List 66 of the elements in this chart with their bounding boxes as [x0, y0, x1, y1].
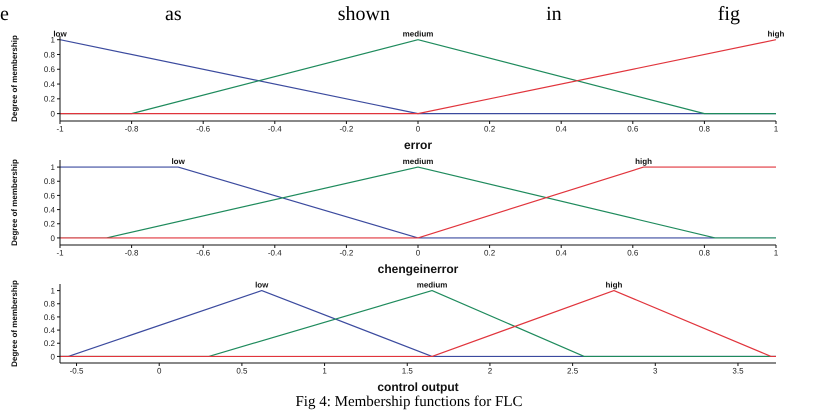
- x-tick-label: -0.2: [340, 124, 354, 134]
- series-label: high: [635, 157, 652, 166]
- y-tick-label: 0: [50, 352, 56, 362]
- y-tick-label: 0.2: [44, 220, 56, 229]
- x-axis-title: error: [404, 138, 432, 152]
- x-tick-label: 1.5: [402, 366, 414, 376]
- x-tick-label: -0.2: [340, 248, 354, 258]
- x-tick-label: 0: [416, 248, 421, 258]
- y-tick-label: 0.4: [44, 326, 56, 335]
- x-tick-label: 0: [156, 366, 162, 376]
- x-tick-label: 0: [416, 124, 421, 134]
- x-tick-label: 0.4: [556, 248, 568, 258]
- x-tick-label: 0.2: [484, 248, 496, 258]
- y-tick-label: 0.2: [44, 339, 56, 348]
- y-tick-label: 0.4: [44, 80, 56, 89]
- text: e as shown in fig: [0, 3, 740, 25]
- y-tick-label: 0.8: [44, 300, 56, 309]
- series-label: low: [255, 280, 270, 290]
- x-tick-label: -0.4: [268, 124, 282, 134]
- x-tick-label: -0.8: [124, 248, 140, 258]
- y-axis-title: Degree of membership: [10, 159, 19, 246]
- x-tick-label: 2: [488, 366, 493, 376]
- y-tick-label: 0.6: [44, 312, 56, 322]
- x-tick-label: 2.5: [567, 366, 579, 376]
- y-tick-label: 1: [50, 162, 56, 172]
- x-tick-label: -0.8: [124, 124, 140, 134]
- series-label: low: [53, 30, 68, 39]
- x-tick-label: 3.5: [732, 366, 744, 376]
- x-tick-label: -0.6: [196, 248, 211, 258]
- y-tick-label: 0.2: [44, 94, 56, 104]
- x-tick-label: 0.2: [484, 124, 496, 134]
- x-tick-label: 0.6: [627, 124, 639, 134]
- y-tick-label: 0.6: [44, 191, 56, 200]
- series-label: medium: [402, 157, 434, 166]
- y-tick-label: 0.8: [44, 50, 56, 60]
- x-tick-label: 0.8: [698, 124, 711, 134]
- caption: Fig 4: Membership functions for FLC: [294, 394, 524, 411]
- y-tick-label: 0.4: [44, 205, 56, 214]
- y-tick-label: 0.6: [44, 65, 56, 74]
- x-tick-label: 3: [653, 366, 658, 376]
- x-tick-label: -1: [56, 124, 64, 134]
- y-axis-title: Degree of membership: [10, 35, 19, 122]
- x-tick-label: -0.5: [70, 366, 84, 376]
- x-tick-label: 0.4: [556, 124, 568, 134]
- x-tick-label: -0.6: [196, 124, 211, 134]
- x-axis-title: control output: [377, 380, 459, 394]
- x-tick-label: 1: [774, 248, 779, 258]
- x-tick-label: 0.8: [698, 248, 711, 258]
- series-label: high: [768, 30, 785, 39]
- series-label: medium: [416, 280, 448, 290]
- y-tick-label: 1: [50, 286, 56, 296]
- y-tick-label: 1: [50, 36, 56, 45]
- x-tick-label: 1: [774, 124, 779, 134]
- series-label: high: [606, 280, 622, 290]
- x-tick-label: 0.5: [236, 366, 248, 376]
- y-tick-label: 0: [50, 234, 56, 243]
- x-axis-title: chengeinerror: [378, 262, 459, 276]
- x-tick-label: -0.4: [268, 248, 282, 258]
- series-label: low: [171, 157, 186, 166]
- x-tick-label: -1: [56, 248, 64, 258]
- y-tick-label: 0: [50, 109, 56, 118]
- series-label: medium: [402, 30, 434, 39]
- y-axis-title: Degree of membership: [10, 280, 19, 367]
- x-tick-label: 0.6: [627, 248, 639, 258]
- y-tick-label: 0.8: [44, 177, 56, 186]
- x-tick-label: 1: [322, 366, 328, 376]
